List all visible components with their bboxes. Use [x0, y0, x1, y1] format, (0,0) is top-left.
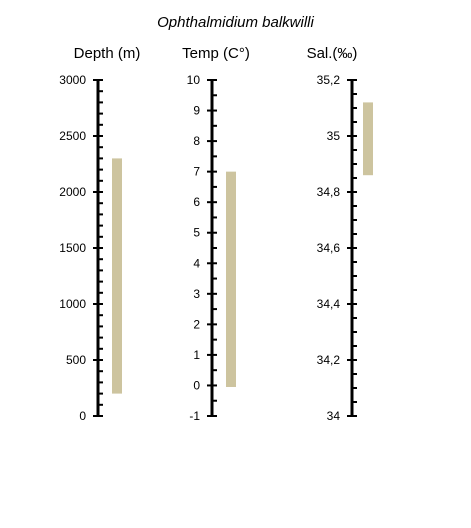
- tick-label-2-4: 34,8: [317, 185, 341, 199]
- tick-label-2-2: 34,4: [317, 297, 341, 311]
- tick-label-0-5: 2500: [59, 129, 86, 143]
- tick-label-1-11: 10: [187, 73, 201, 87]
- axis-title-2: Sal.(‰): [307, 45, 358, 62]
- tick-label-1-1: 0: [193, 378, 200, 392]
- tick-label-2-3: 34,6: [317, 241, 341, 255]
- tick-label-0-1: 500: [66, 353, 86, 367]
- tick-label-2-5: 35: [327, 129, 341, 143]
- range-bar-1: [226, 171, 236, 387]
- tick-label-2-6: 35,2: [317, 73, 341, 87]
- tick-label-0-6: 3000: [59, 73, 86, 87]
- tick-label-1-9: 8: [193, 134, 200, 148]
- tick-label-1-10: 9: [193, 104, 200, 118]
- tick-label-0-4: 2000: [59, 185, 86, 199]
- tick-label-0-2: 1000: [59, 297, 86, 311]
- tick-label-1-0: -1: [189, 409, 200, 423]
- tick-label-1-4: 3: [193, 287, 200, 301]
- tick-label-2-1: 34,2: [317, 353, 341, 367]
- chart-title: Ophthalmidium balkwilli: [157, 14, 314, 31]
- axis-title-1: Temp (C°): [182, 45, 250, 62]
- axis-title-0: Depth (m): [74, 45, 141, 62]
- tick-label-1-2: 1: [193, 348, 200, 362]
- range-bar-2: [363, 102, 373, 176]
- tick-label-1-8: 7: [193, 165, 200, 179]
- tick-label-0-0: 0: [79, 409, 86, 423]
- tick-label-1-3: 2: [193, 317, 200, 331]
- tick-label-1-6: 5: [193, 226, 200, 240]
- tick-label-1-7: 6: [193, 195, 200, 209]
- tick-label-0-3: 1500: [59, 241, 86, 255]
- range-bar-0: [112, 158, 122, 394]
- tick-label-1-5: 4: [193, 256, 200, 270]
- tick-label-2-0: 34: [327, 409, 341, 423]
